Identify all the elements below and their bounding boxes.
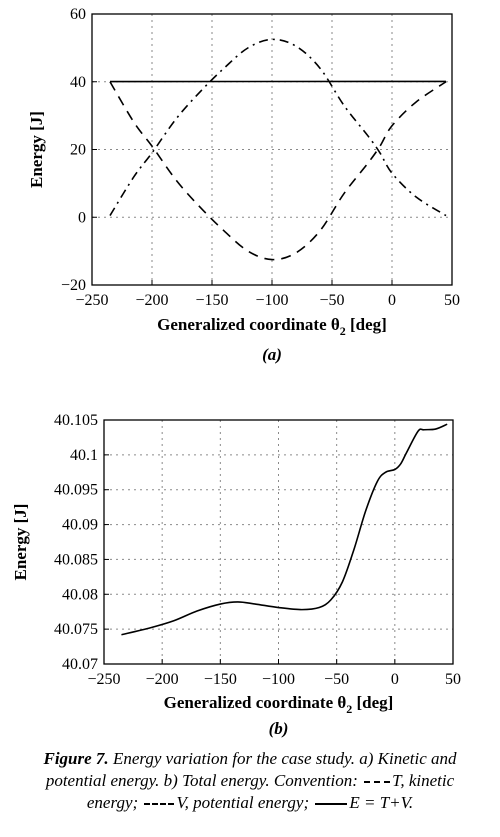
chart-b-x-tick-label: −250 [87,671,120,688]
chart-b-y-tick-label: 40.075 [54,621,98,638]
chart-a-series-dashed-line [109,81,447,261]
chart-b-y-tick-label: 40.1 [70,447,98,464]
chart-b: −250 −200 −150 −100 −50 0 50 40.07 40.075 40.08 40… [11,412,461,738]
chart-a-x-tick-label: −150 [195,292,228,309]
chart-b-series-solid-line [121,423,448,636]
chart-b-plot-frame [103,419,454,665]
chart-b-y-tick-label: 40.07 [62,656,98,673]
caption-figure-label: Figure 7. [43,749,109,768]
chart-b-x-tick-label: −100 [262,671,295,688]
chart-a: −250 −200 −150 −100 −50 0 50−200204060Generali… [27,6,460,364]
chart-b-x-tick-label: −150 [204,671,237,688]
chart-a-x-tick-label: −200 [135,292,168,309]
chart-a-x-axis-label: Generalized coordinate θ2 [deg] [157,315,387,338]
chart-b-y-tick-label: 40.105 [54,412,98,429]
caption-text: Energy variation for the case study. a) … [45,749,457,790]
chart-a-x-tick-label: −250 [75,292,108,309]
figure-caption: Figure 7. Energy variation for the case … [20,748,480,814]
chart-b-x-axis-label: Generalized coordinate θ2 [deg] [164,693,394,716]
chart-a-plot-frame [91,13,453,286]
chart-a-y-tick-label: 20 [70,142,86,159]
chart-b-y-tick-label: 40.09 [62,517,98,534]
chart-b-x-tick-label: 0 [391,671,399,688]
chart-a-y-tick-label: 60 [70,6,86,23]
chart-a-x-tick-label: −50 [319,292,344,309]
legend-kinetic-swatch [364,781,391,784]
legend-total-swatch [315,803,348,806]
chart-b-panel-label: (b) [269,719,289,738]
caption-v-label: V, [176,793,189,812]
legend-potential-swatch [144,803,175,806]
caption-v-desc: potential energy; [188,793,314,812]
chart-a-y-tick-label: 0 [78,209,86,226]
caption-t-desc: kinetic energy; [86,771,455,812]
chart-b-y-tick-label: 40.095 [54,482,98,499]
chart-a-y-tick-label: 40 [70,74,86,91]
chart-a-y-tick-label: −20 [61,277,86,294]
caption-t-label: T, [392,771,405,790]
chart-a-x-tick-label: 0 [388,292,396,309]
chart-a-series-dashdot-line [109,38,447,217]
caption-e-label: E = T+V. [349,793,414,812]
chart-a-panel-label: (a) [262,345,282,364]
chart-a-y-axis-label: Energy [J] [27,111,46,188]
chart-a-x-tick-label: −100 [255,292,288,309]
chart-a-x-tick-label: 50 [444,292,460,309]
chart-b-y-axis-label: Energy [J] [11,504,30,581]
chart-b-y-tick-label: 40.08 [62,586,98,603]
chart-b-x-tick-label: 50 [445,671,461,688]
chart-b-y-tick-label: 40.085 [54,551,98,568]
chart-b-x-tick-label: −200 [146,671,179,688]
chart-b-x-tick-label: −50 [324,671,349,688]
